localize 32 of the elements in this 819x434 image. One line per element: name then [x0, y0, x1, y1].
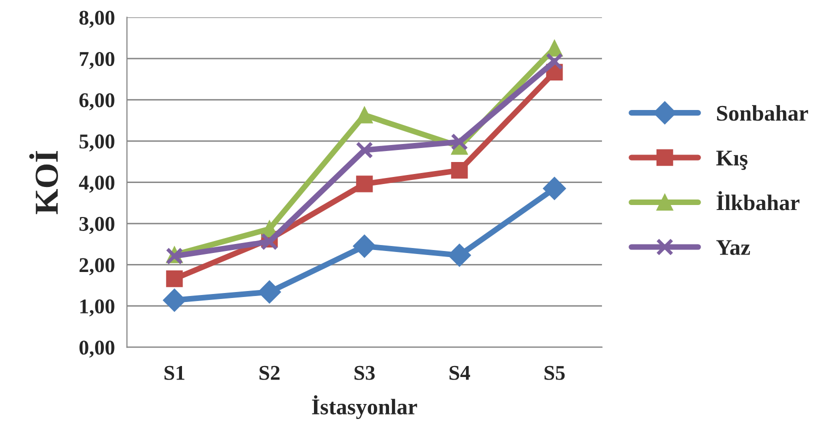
point: [450, 133, 468, 151]
point: [546, 52, 564, 70]
point: [542, 176, 566, 200]
y-axis-title: KOİ: [29, 150, 58, 214]
point: [162, 288, 186, 312]
point: [356, 141, 374, 159]
point: [258, 280, 281, 304]
point: [356, 106, 373, 124]
y-tick-label: 7,00: [80, 52, 114, 70]
legend-label: Yaz: [716, 240, 750, 256]
y-tick-label: 6,00: [79, 93, 114, 110]
legend-label: Sonbahar: [717, 105, 808, 121]
point: [166, 270, 183, 288]
point: [448, 244, 471, 267]
legend-label: Kış: [716, 150, 748, 170]
x-tick-label: S2: [260, 366, 280, 380]
y-tick-label: 8,00: [79, 10, 114, 28]
y-tick-label: 5,00: [80, 134, 114, 152]
point: [352, 234, 376, 258]
x-tick-label: S4: [450, 366, 470, 380]
y-tick-label: 2,00: [80, 258, 114, 276]
point: [356, 176, 373, 192]
y-tick-label: 1,00: [80, 299, 114, 316]
y-tick-label: 0,00: [79, 340, 114, 358]
x-tick-label: S1: [164, 366, 184, 380]
x-tick-label: S3: [354, 366, 375, 380]
x-axis-title: İstasyonlar: [312, 395, 418, 420]
y-tick-label: 3,00: [79, 216, 114, 234]
y-tick-label: 4,00: [78, 176, 114, 193]
legend-label: İlkbahar: [716, 191, 800, 210]
point: [451, 162, 468, 179]
x-tick-label: S5: [544, 366, 565, 380]
